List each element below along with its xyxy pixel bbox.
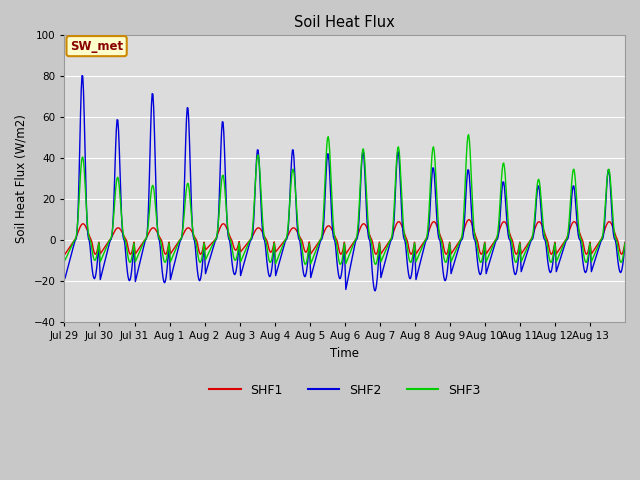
Title: Soil Heat Flux: Soil Heat Flux: [294, 15, 395, 30]
SHF3: [61, 258, 68, 264]
SHF2: [279, 247, 287, 252]
Line: SHF2: SHF2: [65, 76, 625, 291]
SHF1: [257, 227, 265, 233]
SHF3: [278, 244, 286, 250]
SHF1: [403, 236, 410, 242]
SHF3: [229, 252, 237, 258]
SHF1: [126, 252, 134, 257]
SHF2: [436, 237, 444, 242]
SHF1: [621, 240, 629, 245]
SHF3: [403, 244, 411, 250]
Y-axis label: Soil Heat Flux (W/m2): Soil Heat Flux (W/m2): [15, 114, 28, 243]
SHF3: [302, 262, 310, 267]
SHF2: [127, 273, 135, 279]
Line: SHF3: SHF3: [65, 135, 625, 264]
SHF3: [621, 240, 629, 246]
SHF1: [434, 226, 442, 231]
SHF2: [371, 288, 379, 294]
SHF2: [78, 73, 86, 79]
SHF1: [465, 217, 472, 223]
SHF3: [257, 190, 265, 196]
SHF2: [61, 276, 68, 282]
X-axis label: Time: Time: [330, 347, 359, 360]
Legend: SHF1, SHF2, SHF3: SHF1, SHF2, SHF3: [204, 379, 485, 402]
SHF3: [435, 224, 442, 230]
SHF2: [230, 271, 238, 276]
SHF3: [465, 132, 472, 138]
SHF1: [278, 240, 286, 246]
SHF1: [61, 252, 68, 257]
Text: SW_met: SW_met: [70, 40, 123, 53]
SHF1: [229, 242, 237, 248]
Line: SHF1: SHF1: [65, 220, 625, 254]
SHF2: [621, 241, 629, 247]
SHF3: [126, 259, 134, 265]
SHF2: [404, 267, 412, 273]
SHF2: [258, 217, 266, 223]
